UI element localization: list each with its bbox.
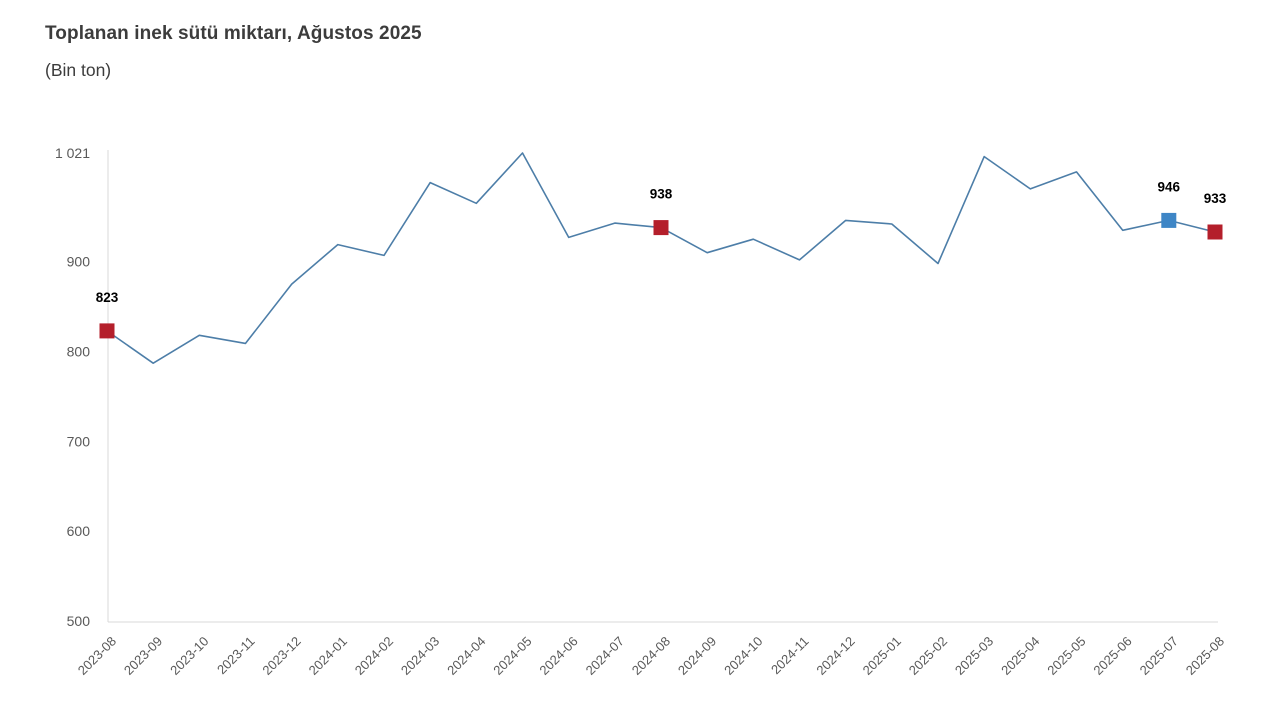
chart-title: Toplanan inek sütü miktarı, Ağustos 2025 — [45, 23, 422, 44]
x-axis-tick-label: 2025-04 — [998, 634, 1042, 678]
x-axis-tick-label: 2025-02 — [906, 634, 950, 678]
data-label-2025-07: 946 — [1158, 179, 1181, 194]
x-axis-tick-label: 2024-04 — [444, 634, 488, 678]
x-axis-tick-label: 2024-05 — [490, 634, 534, 678]
x-axis-tick-label: 2023-10 — [167, 634, 211, 678]
data-label-2023-08: 823 — [96, 290, 119, 305]
x-axis-tick-label: 2024-10 — [721, 634, 765, 678]
x-axis-tick-label: 2025-05 — [1044, 634, 1088, 678]
data-label-2024-08: 938 — [650, 187, 673, 202]
x-axis-tick-label: 2024-08 — [629, 634, 673, 678]
y-axis-tick-label: 500 — [67, 613, 91, 629]
highlight-marker-2024-08 — [653, 220, 669, 236]
x-axis-tick-label: 2024-06 — [536, 634, 580, 678]
x-axis-tick-label: 2025-01 — [860, 634, 904, 678]
highlight-marker-2025-08 — [1207, 224, 1223, 240]
x-axis-tick-label: 2023-11 — [214, 634, 258, 678]
x-axis-tick-label: 2024-01 — [306, 634, 350, 678]
y-axis-tick-label: 900 — [67, 254, 91, 270]
x-axis-tick-label: 2024-02 — [352, 634, 396, 678]
x-axis-tick-label: 2023-08 — [75, 634, 119, 678]
x-axis-tick-label: 2024-07 — [583, 634, 627, 678]
x-axis-tick-label: 2023-09 — [121, 634, 165, 678]
y-axis-tick-label: 1 021 — [55, 145, 90, 161]
chart-unit-label: (Bin ton) — [45, 60, 112, 80]
x-axis-tick-label: 2024-11 — [768, 634, 812, 678]
x-axis-tick-label: 2024-12 — [813, 634, 857, 678]
highlight-marker-2023-08 — [99, 323, 115, 339]
x-axis-tick-label: 2024-03 — [398, 634, 442, 678]
x-axis-tick-label: 2023-12 — [259, 634, 303, 678]
x-axis-tick-label: 2025-03 — [952, 634, 996, 678]
x-axis-tick-label: 2025-07 — [1137, 634, 1181, 678]
x-axis-tick-label: 2025-06 — [1090, 634, 1134, 678]
x-axis-tick-label: 2025-08 — [1183, 634, 1227, 678]
highlight-marker-2025-07 — [1161, 212, 1177, 228]
y-axis-tick-label: 600 — [67, 523, 91, 539]
data-label-2025-08: 933 — [1204, 191, 1227, 206]
y-axis-tick-label: 800 — [67, 344, 91, 360]
y-axis-tick-label: 700 — [67, 433, 91, 449]
x-axis-tick-label: 2024-09 — [675, 634, 719, 678]
series-line — [106, 152, 1216, 365]
